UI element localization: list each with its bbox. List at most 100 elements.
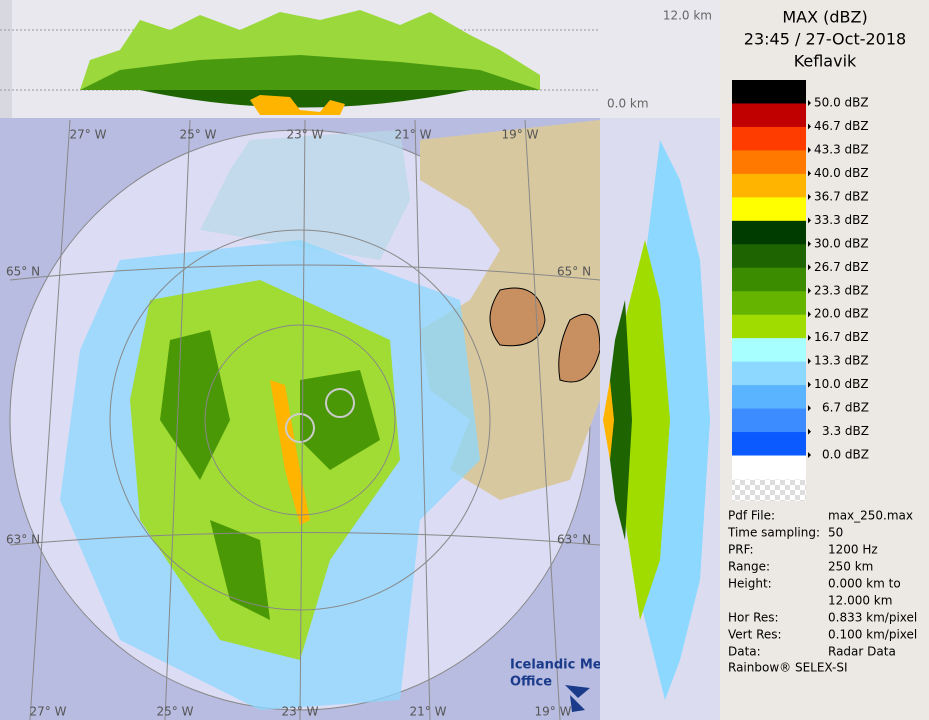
echo xyxy=(200,130,410,260)
footer: Rainbow® SELEX-SI xyxy=(728,661,848,675)
legend-tick xyxy=(808,146,811,153)
legend-label: 43.3 dBZ xyxy=(814,142,869,156)
legend-swatch xyxy=(732,220,806,245)
info-label: PRF: xyxy=(728,543,754,557)
echo xyxy=(210,520,270,620)
legend-label: 20.0 dBZ xyxy=(814,307,869,321)
graticule-label: 21° W xyxy=(395,128,432,142)
range-ring xyxy=(204,324,396,516)
legend-swatch xyxy=(732,408,806,433)
radar-site xyxy=(285,413,315,443)
info-value: 50 xyxy=(828,526,843,540)
legend-label: 13.3 dBZ xyxy=(814,354,869,368)
info-label: Height: xyxy=(728,577,772,591)
legend-swatch xyxy=(732,126,806,151)
right-profile-echo xyxy=(603,380,614,460)
logo-icon xyxy=(565,685,590,712)
legend-swatch xyxy=(732,432,806,457)
legend-tick xyxy=(808,381,811,388)
legend-tick xyxy=(808,358,811,365)
legend-tick xyxy=(808,100,811,106)
legend-tick xyxy=(808,240,811,247)
legend-tick xyxy=(808,287,811,294)
glacier xyxy=(489,287,546,347)
legend-label: 10.0 dBZ xyxy=(814,377,869,391)
graticule-label: 27° W xyxy=(70,128,107,142)
graticule-label: 19° W xyxy=(502,128,539,142)
legend-swatch xyxy=(732,314,806,339)
info-value: 0.000 km to xyxy=(828,577,901,591)
legend-tick xyxy=(808,452,811,459)
legend-label: 30.0 dBZ xyxy=(814,236,869,250)
graticule-label: 63° N xyxy=(557,533,591,547)
range-ring xyxy=(109,229,491,611)
info-value: Radar Data xyxy=(828,645,896,659)
legend-swatch xyxy=(732,338,806,363)
legend-label: 0.0 dBZ xyxy=(822,448,869,462)
graticule xyxy=(9,119,601,720)
legend-swatch xyxy=(732,291,806,316)
legend-swatch-transparent xyxy=(732,479,806,501)
legend-swatch xyxy=(732,150,806,175)
legend-swatch xyxy=(732,103,806,128)
info-value: 250 km xyxy=(828,560,873,574)
legend-tick xyxy=(808,123,811,130)
legend-label: 50.0 dBZ xyxy=(814,96,869,110)
right-profile-echo xyxy=(605,240,670,620)
graticule-label: 21° W xyxy=(410,705,447,719)
legend-tick xyxy=(808,193,811,200)
corner-bg xyxy=(600,0,720,118)
profile-bottom-label: 0.0 km xyxy=(607,97,649,111)
echo xyxy=(160,330,230,480)
graticule-label: 65° N xyxy=(557,265,591,279)
top-profile-echo xyxy=(80,55,540,90)
legend-tick xyxy=(808,311,811,318)
info-label: Pdf File: xyxy=(728,509,775,523)
legend-label: 26.7 dBZ xyxy=(814,260,869,274)
profile-top-label: 12.0 km xyxy=(663,9,712,23)
top-profile-echo xyxy=(140,90,470,108)
legend-swatch xyxy=(732,361,806,386)
graticule-label: 23° W xyxy=(287,128,324,142)
info-label: Time sampling: xyxy=(727,526,820,540)
info-value: 1200 Hz xyxy=(828,543,878,557)
legend-swatch xyxy=(732,385,806,410)
info-label: Range: xyxy=(728,560,770,574)
title: MAX (dBZ) xyxy=(782,8,867,27)
graticule-label: 19° W xyxy=(535,705,572,719)
site: Keflavik xyxy=(794,52,857,71)
right-profile-echo xyxy=(605,300,632,540)
legend-label: 3.3 dBZ xyxy=(822,424,869,438)
graticule-label: 25° W xyxy=(180,128,217,142)
legend-swatch xyxy=(732,80,806,104)
legend-label: 33.3 dBZ xyxy=(814,213,869,227)
legend-tick xyxy=(808,264,811,271)
legend-tick xyxy=(808,217,811,224)
graticule-label: 65° N xyxy=(6,265,40,279)
legend-label: 46.7 dBZ xyxy=(814,119,869,133)
legend-label: 40.0 dBZ xyxy=(814,166,869,180)
echo xyxy=(300,370,380,470)
info-label: Vert Res: xyxy=(728,628,782,642)
info-value: 0.833 km/pixel xyxy=(828,611,917,625)
legend-tick xyxy=(808,170,811,177)
info-label: Data: xyxy=(728,645,761,659)
radar-site xyxy=(325,388,355,418)
legend-label: 36.7 dBZ xyxy=(814,189,869,203)
legend-swatch xyxy=(732,173,806,198)
graticule-label: 63° N xyxy=(6,533,40,547)
timestamp: 23:45 / 27-Oct-2018 xyxy=(744,30,906,49)
legend-swatch xyxy=(732,267,806,292)
top-profile-echo xyxy=(250,95,345,115)
logo-text: Office xyxy=(510,675,552,690)
legend-swatch xyxy=(732,455,806,480)
legend-swatch xyxy=(732,197,806,222)
legend-label: 6.7 dBZ xyxy=(822,401,869,415)
legend-tick xyxy=(808,405,811,412)
graticule-label: 25° W xyxy=(157,705,194,719)
info-label: Hor Res: xyxy=(728,611,779,625)
info-value: 0.100 km/pixel xyxy=(828,628,917,642)
legend-label: 16.7 dBZ xyxy=(814,330,869,344)
